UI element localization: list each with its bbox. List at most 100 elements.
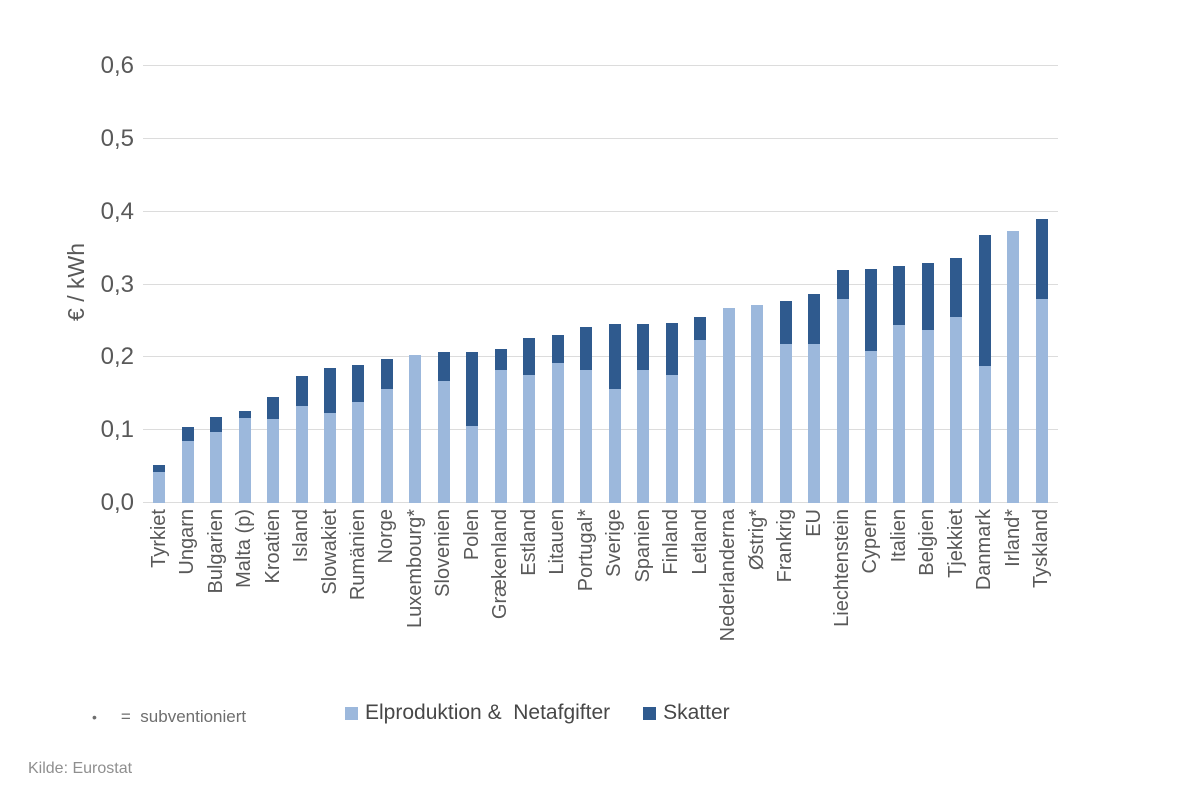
x-axis-label: Estland [517, 509, 540, 576]
bar-segment-skatter [324, 367, 337, 413]
gridline [143, 356, 1058, 358]
x-axis-label: Italien [887, 509, 910, 563]
legend-swatch-elproduktion-icon [345, 706, 358, 720]
bar-segment-skatter [210, 417, 223, 432]
x-axis-label: Rumänien [346, 509, 369, 601]
bar-segment-elproduktion [665, 374, 678, 503]
bar-segment-skatter [836, 269, 849, 300]
bar-segment-elproduktion [808, 344, 821, 503]
bar-tyskland [1035, 218, 1048, 503]
gridline [143, 502, 1058, 503]
bar-segment-skatter [779, 300, 792, 345]
x-axis-label: Nederlanderna [717, 509, 740, 642]
x-axis-label: Bulgarien [204, 509, 227, 594]
bar-segment-skatter [551, 334, 564, 364]
bar-segment-elproduktion [494, 370, 507, 503]
bar-segment-skatter [267, 396, 280, 419]
bar-gr-kenland [494, 348, 507, 503]
gridline [143, 65, 1058, 66]
x-axis-label: Liechtenstein [831, 509, 853, 627]
bar-segment-elproduktion [950, 316, 963, 503]
bar-segment-skatter [665, 323, 678, 375]
bar-segment-elproduktion [181, 441, 194, 503]
bar-segment-elproduktion [352, 402, 365, 503]
bar-segment-elproduktion [779, 344, 792, 503]
bar-letland [694, 317, 707, 503]
bar-segment-skatter [580, 326, 593, 371]
gridline [143, 429, 1058, 431]
bar-finland [665, 323, 678, 503]
y-tick-label: 0,1 [100, 416, 134, 444]
bar-segment-elproduktion [409, 355, 422, 503]
bar-cypern [864, 269, 877, 503]
bar-danmark [978, 234, 991, 503]
bar-segment-skatter [1035, 218, 1048, 300]
bar-segment-skatter [238, 410, 251, 418]
bar-malta-p [238, 410, 251, 503]
x-axis-label: Irland* [1001, 509, 1024, 567]
bar-portugal [580, 326, 593, 503]
x-axis-label: Tyrkiet [147, 509, 170, 568]
legend-item-skatter: Skatter [643, 701, 730, 725]
x-axis-labels: Tyrkiet Ungarn Bulgarien Malta (p) Kroatien I… [143, 509, 1058, 679]
bar-nederlanderna [722, 307, 735, 503]
legend-label-skatter: Skatter [663, 701, 730, 724]
bar-estland [523, 338, 536, 503]
bar-kroatien [267, 396, 280, 503]
bar-segment-skatter [864, 269, 877, 351]
bar-liechtenstein [836, 269, 849, 503]
x-axis-label: Sverige [603, 509, 626, 577]
x-axis-label: Luxembourg* [403, 509, 426, 628]
bar-segment-elproduktion [751, 304, 764, 503]
bar-segment-elproduktion [608, 389, 621, 503]
x-axis-label: Slovenien [432, 509, 455, 597]
x-axis-label: Frankrig [774, 509, 797, 583]
bar-ungarn [181, 426, 194, 503]
bar-segment-elproduktion [864, 350, 877, 503]
bar-segment-skatter [437, 351, 450, 381]
plot-area [143, 65, 1058, 503]
x-axis-label: Tjekkiet [944, 509, 967, 578]
x-axis-label: Belgien [916, 509, 939, 576]
x-axis-label: Kroatien [261, 509, 284, 584]
bar-segment-elproduktion [238, 417, 251, 503]
gridline [143, 283, 1058, 285]
bar-litauen [551, 334, 564, 503]
bar-sverige [608, 323, 621, 503]
x-axis-label: EU [802, 509, 825, 537]
bar-segment-skatter [893, 266, 906, 326]
footnote-text: = subventioniert [120, 707, 247, 726]
bar-segment-skatter [352, 364, 365, 403]
legend-item-elproduktion: Elproduktion & Netafgifter [345, 701, 610, 725]
x-axis-label: Ungarn [176, 509, 199, 575]
bar-spanien [637, 323, 650, 503]
bar-segment-skatter [295, 375, 308, 407]
x-axis-label: Cypern [859, 509, 882, 574]
bar-segment-skatter [181, 426, 194, 442]
bar-slowakiet [324, 367, 337, 503]
bar-segment-elproduktion [722, 307, 735, 503]
x-axis-label: Tyskland [1030, 509, 1053, 588]
bar-luxembourg [409, 355, 422, 503]
y-tick-label: 0,0 [100, 489, 134, 516]
y-tick-label: 0,6 [100, 52, 134, 79]
bar-segment-elproduktion [893, 325, 906, 503]
bar-irland [1007, 231, 1020, 503]
legend: Elproduktion & Netafgifter Skatter [345, 701, 763, 725]
x-axis-label: Letland [688, 509, 711, 575]
bar-segment-elproduktion [210, 431, 223, 503]
x-axis-label: Spanien [631, 509, 654, 583]
source-caption: Kilde: Eurostat [28, 760, 133, 777]
x-axis-label: Malta (p) [233, 509, 256, 588]
bar-segment-skatter [523, 338, 536, 375]
x-axis-label: Island [290, 509, 313, 563]
bar-segment-elproduktion [921, 329, 934, 503]
bar-segment-elproduktion [153, 471, 166, 503]
bar-polen [466, 351, 479, 503]
bar-segment-skatter [637, 323, 650, 370]
bar-segment-skatter [921, 262, 934, 330]
bar-segment-elproduktion [694, 339, 707, 503]
bar-frankrig [779, 300, 792, 503]
bar-tjekkiet [950, 257, 963, 503]
x-axis-label: Slowakiet [318, 509, 341, 595]
